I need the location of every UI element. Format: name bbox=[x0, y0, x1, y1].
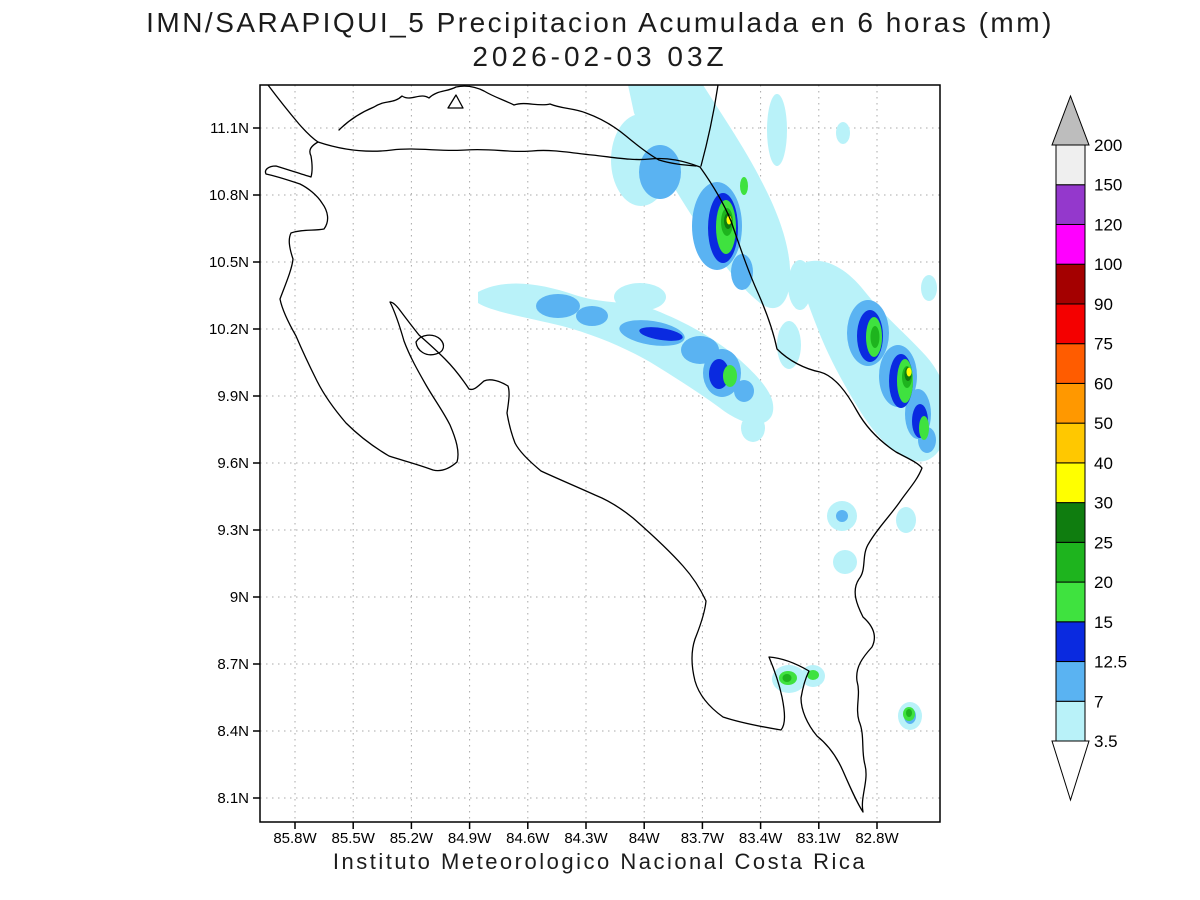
lon-tick-label: 84.9W bbox=[448, 830, 492, 847]
colorbar-segment bbox=[1055, 700, 1086, 742]
lat-tick-label: 10.8N bbox=[209, 187, 249, 204]
lon-tick-label: 84.3W bbox=[564, 830, 608, 847]
colorbar-boundary-label: 75 bbox=[1094, 335, 1113, 354]
costa-rica-outline bbox=[264, 141, 923, 813]
colorbar-segment bbox=[1055, 581, 1086, 623]
precip-blob bbox=[906, 709, 912, 717]
grid-lines bbox=[260, 85, 940, 822]
precipitation-shading bbox=[478, 85, 940, 730]
precip-blob bbox=[576, 306, 608, 326]
colorbar-boundary-label: 100 bbox=[1094, 255, 1122, 274]
precip-blob bbox=[836, 510, 848, 522]
colorbar-boundary-label: 20 bbox=[1094, 573, 1113, 592]
lon-tick-label: 83.1W bbox=[797, 830, 841, 847]
precip-blob bbox=[777, 321, 801, 369]
precip-level-3p5mm bbox=[478, 85, 940, 730]
colorbar-boundary-label: 60 bbox=[1094, 374, 1113, 393]
colorbar-boundary-label: 90 bbox=[1094, 295, 1113, 314]
coastlines bbox=[264, 85, 923, 813]
colorbar: 3.5 7 12.5 15 20 25 30 40 50 60 75 90 100 120 150 200 bbox=[1051, 94, 1127, 802]
precip-blob bbox=[870, 326, 880, 348]
colorbar-segment bbox=[1055, 661, 1086, 702]
colorbar-boundary-label: 200 bbox=[1094, 136, 1122, 155]
colorbar-boundary-label: 50 bbox=[1094, 414, 1113, 433]
colorbar-arrow-below-min bbox=[1051, 740, 1090, 802]
colorbar-segment bbox=[1055, 223, 1086, 265]
lon-tick-label: 82.8W bbox=[855, 830, 899, 847]
colorbar-segment bbox=[1055, 422, 1086, 464]
precip-blob bbox=[639, 145, 681, 199]
precip-blob bbox=[731, 254, 753, 290]
colorbar-segment bbox=[1055, 462, 1086, 504]
colorbar-segment bbox=[1055, 541, 1086, 583]
colorbar-segment bbox=[1055, 382, 1086, 424]
precip-blob bbox=[919, 416, 929, 440]
colorbar-arrow-above-max bbox=[1051, 94, 1090, 146]
colorbar-segment bbox=[1055, 621, 1086, 663]
precip-blob bbox=[614, 283, 666, 311]
title-line-2: 2026-02-03 03Z bbox=[472, 41, 728, 72]
lat-tick-label: 9.3N bbox=[217, 522, 249, 539]
colorbar-boundary-label: 40 bbox=[1094, 454, 1113, 473]
colorbar-segment bbox=[1055, 303, 1086, 345]
lat-tick-label: 8.1N bbox=[217, 790, 249, 807]
precip-blob bbox=[896, 507, 916, 533]
colorbar-boundary-label: 150 bbox=[1094, 176, 1122, 195]
precip-blob bbox=[734, 380, 754, 402]
colorbar-segment bbox=[1055, 184, 1086, 225]
axis-labels: 11.1N 10.8N 10.5N 10.2N 9.9N 9.6N 9.3N 9N 8.7N 8.… bbox=[209, 120, 900, 847]
lat-tick-label: 8.7N bbox=[217, 656, 249, 673]
lake-nicaragua-shore-san-juan-river bbox=[338, 85, 697, 167]
precip-blob bbox=[723, 365, 737, 387]
colorbar-boundary-label: 30 bbox=[1094, 494, 1113, 513]
lon-tick-label: 85.2W bbox=[390, 830, 434, 847]
lat-tick-label: 8.4N bbox=[217, 723, 249, 740]
colorbar-segment bbox=[1055, 343, 1086, 384]
colorbar-boundary-label: 7 bbox=[1094, 692, 1103, 711]
precip-blob bbox=[741, 414, 765, 442]
precip-blob bbox=[740, 177, 748, 195]
colorbar-boundary-label: 120 bbox=[1094, 215, 1122, 234]
precip-blob bbox=[807, 670, 819, 680]
precip-blob bbox=[536, 294, 580, 318]
nicaragua-pacific-coast bbox=[267, 85, 319, 143]
lat-tick-label: 9N bbox=[230, 589, 249, 606]
colorbar-boundary-label: 25 bbox=[1094, 533, 1113, 552]
colorbar-segment bbox=[1055, 144, 1086, 186]
colorbar-boundary-label: 15 bbox=[1094, 613, 1113, 632]
precip-blob bbox=[833, 550, 857, 574]
colorbar-segment bbox=[1055, 502, 1086, 543]
precip-blob bbox=[782, 674, 792, 682]
precip-blob bbox=[478, 283, 774, 424]
lon-tick-label: 85.8W bbox=[273, 830, 317, 847]
lon-tick-label: 83.7W bbox=[681, 830, 725, 847]
footer-text: Instituto Meteorologico Nacional Costa R… bbox=[332, 849, 868, 874]
colorbar-segment bbox=[1055, 263, 1086, 305]
lat-tick-label: 9.6N bbox=[217, 455, 249, 472]
lat-tick-label: 9.9N bbox=[217, 388, 249, 405]
axis-ticks bbox=[253, 127, 878, 829]
precip-blob bbox=[639, 327, 683, 341]
lat-tick-label: 10.2N bbox=[209, 321, 249, 338]
precip-blob bbox=[921, 275, 937, 301]
map-title: IMN/SARAPIQUI_5 Precipitacion Acumulada … bbox=[0, 6, 1200, 74]
precip-blob bbox=[767, 94, 787, 166]
isla-chira bbox=[415, 334, 445, 356]
precip-blob bbox=[906, 367, 912, 377]
lon-tick-label: 83.4W bbox=[739, 830, 783, 847]
lon-tick-label: 84W bbox=[629, 830, 661, 847]
colorbar-boundary-label: 12.5 bbox=[1094, 653, 1127, 672]
lon-tick-label: 85.5W bbox=[332, 830, 376, 847]
colorbar-boundary-label: 3.5 bbox=[1094, 732, 1118, 751]
title-line-1: IMN/SARAPIQUI_5 Precipitacion Acumulada … bbox=[146, 7, 1054, 38]
precip-blob bbox=[836, 122, 850, 144]
lat-tick-label: 11.1N bbox=[210, 120, 249, 137]
lon-tick-label: 84.6W bbox=[506, 830, 550, 847]
nicaragua-caribbean-coast bbox=[700, 85, 719, 167]
lake-island bbox=[447, 94, 464, 109]
lat-tick-label: 10.5N bbox=[209, 254, 249, 271]
map-frame bbox=[259, 84, 941, 823]
